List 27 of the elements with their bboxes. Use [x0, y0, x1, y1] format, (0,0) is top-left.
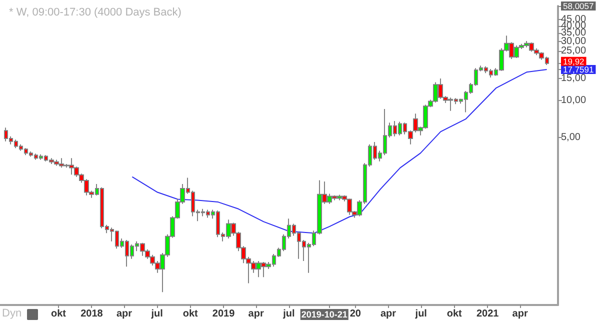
y-tick-label: 17,7591	[563, 64, 594, 74]
y-tick-label: 30,00	[561, 36, 586, 47]
x-tick-label: 2019	[212, 308, 236, 320]
x-tick-label: 2018	[80, 308, 104, 320]
x-tick-label: jul	[414, 308, 428, 320]
x-tick-label: okt	[446, 308, 463, 320]
x-tick-label: 20	[350, 308, 362, 320]
y-tick-label: 25,00	[561, 46, 586, 57]
x-tick-label: okt	[51, 308, 67, 320]
x-tick-label: apr	[380, 308, 396, 320]
y-tick-label: 5,00	[561, 132, 581, 143]
x-tick-label: 2021	[476, 308, 500, 320]
y-tick-label: 19,92	[563, 56, 585, 66]
x-tick-label: apr	[248, 308, 264, 320]
x-tick-label: 2019-10-21	[301, 310, 348, 320]
line-series	[132, 68, 548, 234]
x-tick-label: okt	[182, 308, 199, 320]
y-tick-label: 40,00	[561, 20, 586, 32]
x-tick-label: apr	[512, 308, 528, 320]
x-tick-label: jul	[150, 308, 164, 320]
y-tick-label: 58,0057	[563, 1, 594, 11]
x-tick-label: jul	[282, 308, 295, 320]
y-tick-label: 15,00	[561, 73, 586, 84]
text: Dyn	[2, 308, 22, 320]
chart-title: * W, 09:00-17:30 (4000 Days Back)	[9, 6, 182, 18]
x-tick-label: apr	[116, 308, 132, 320]
y-tick-label: 10,00	[561, 94, 586, 106]
